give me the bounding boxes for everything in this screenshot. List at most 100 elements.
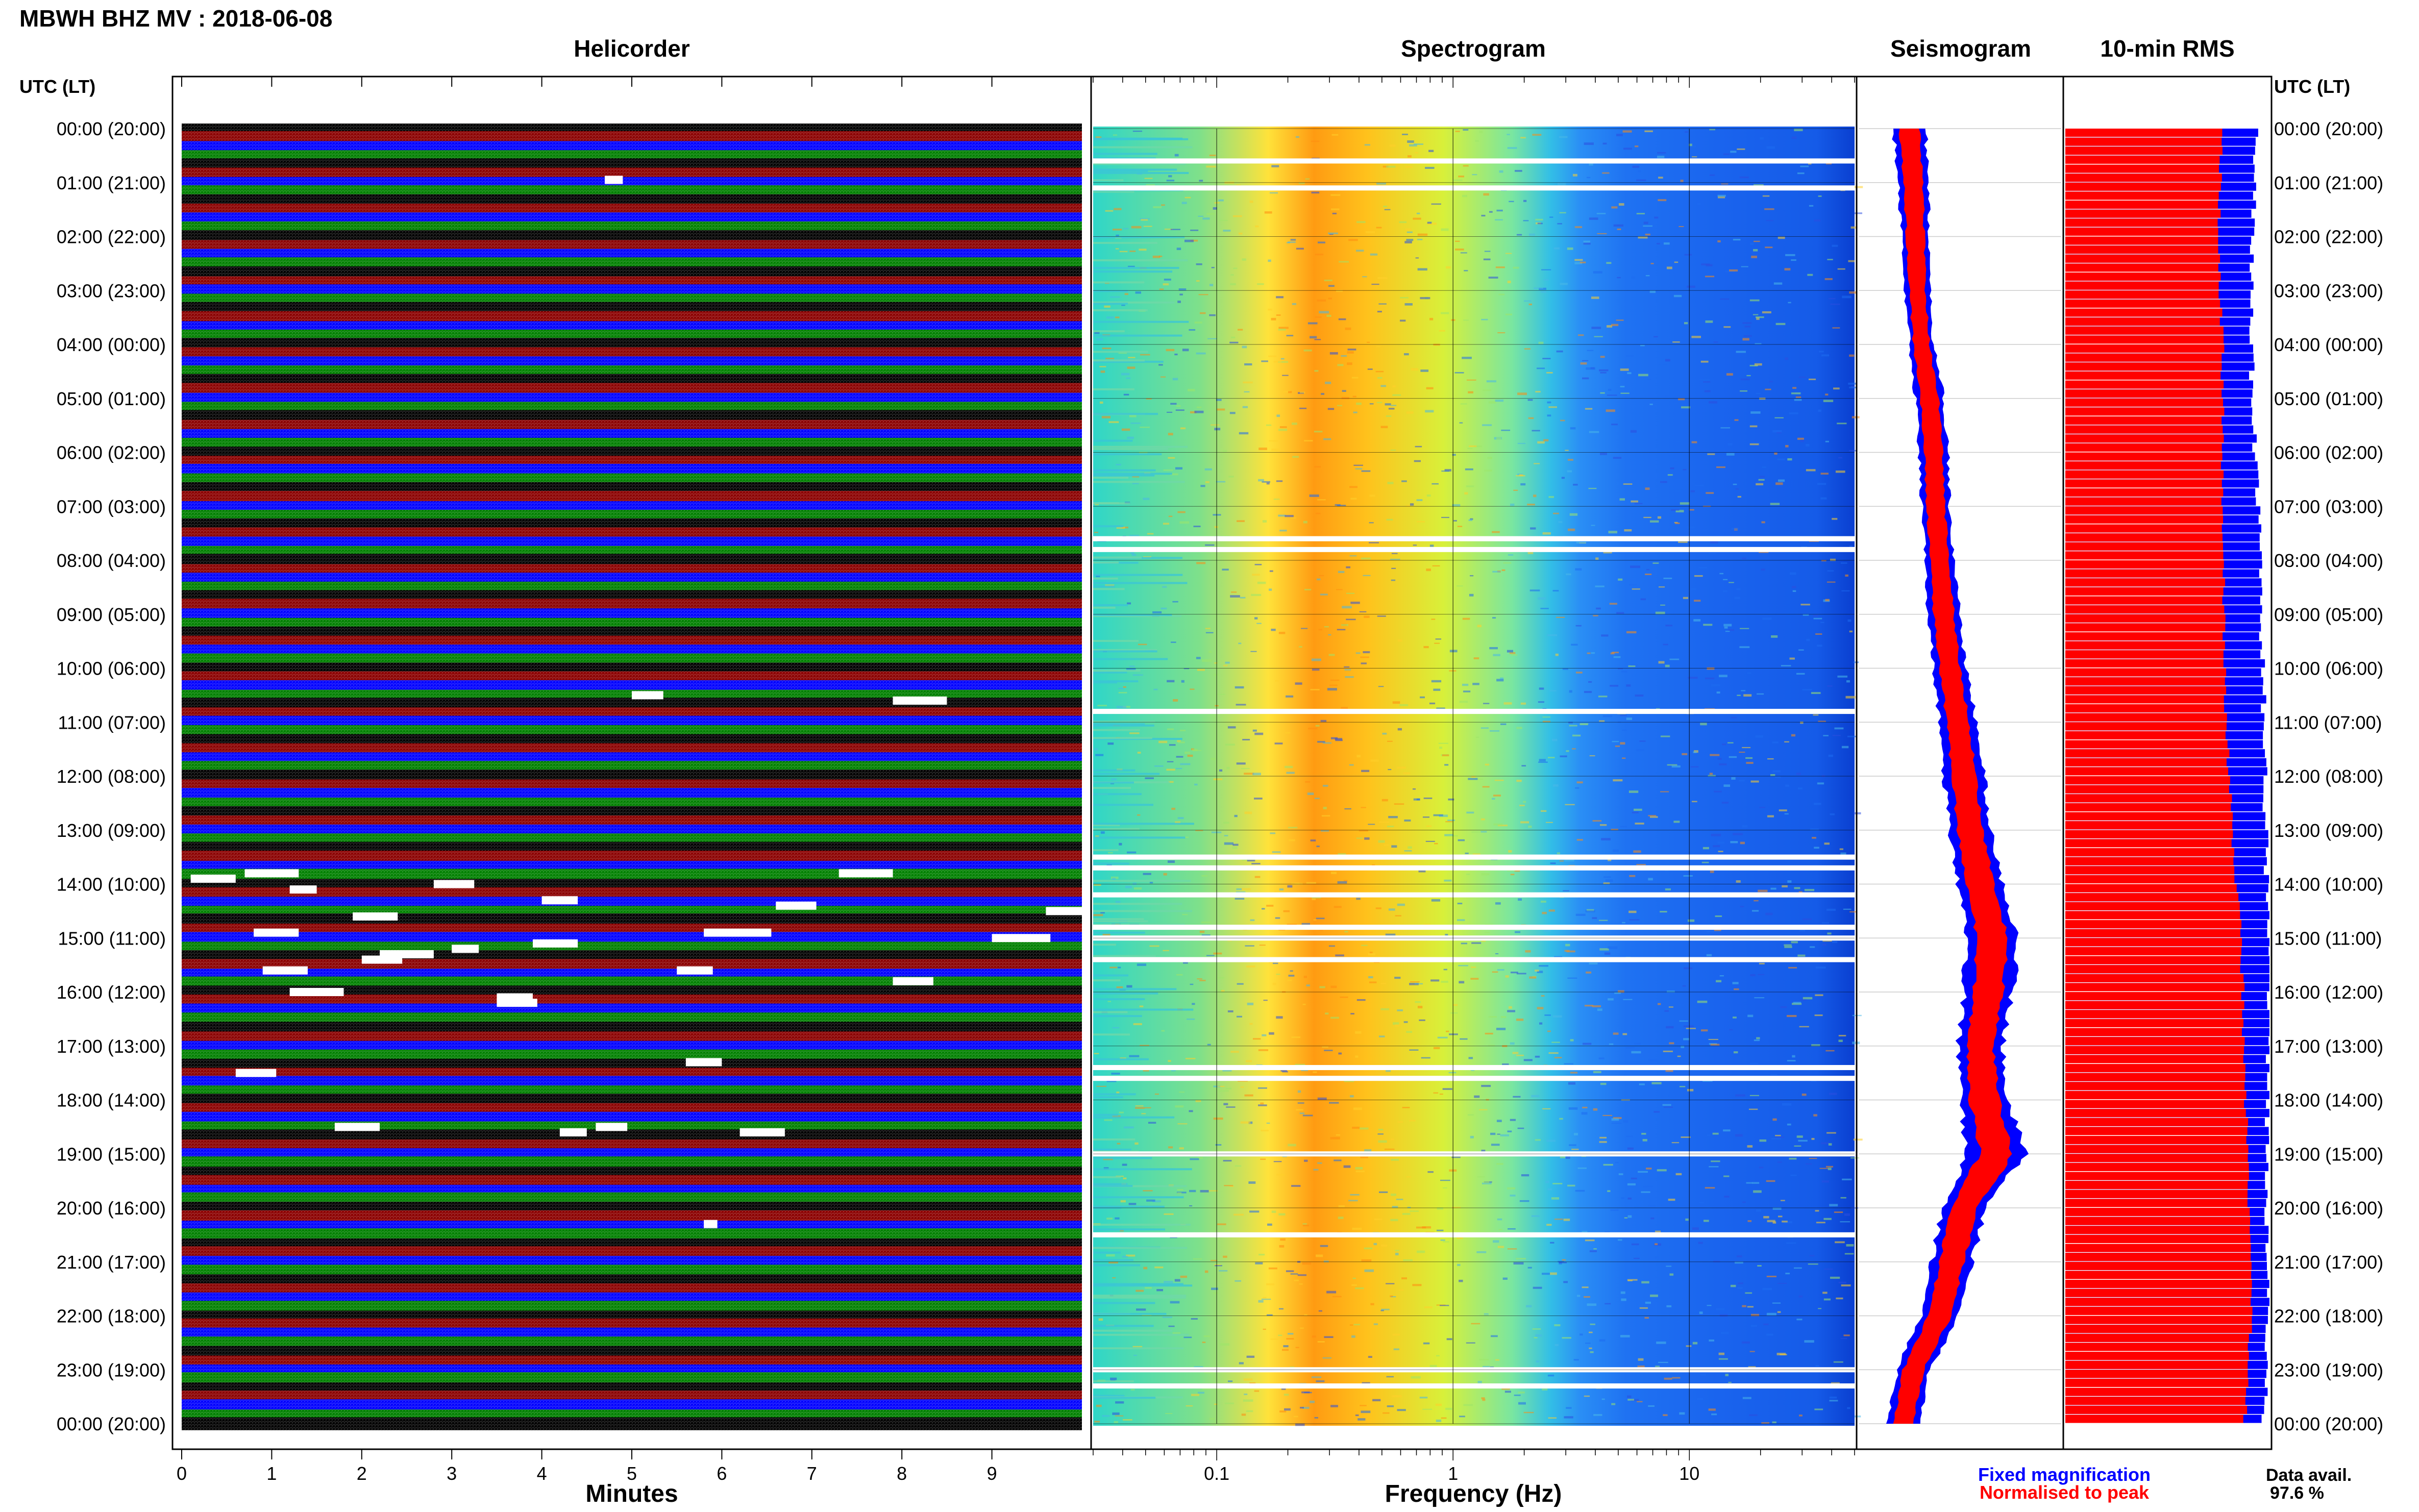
spectrogram-speckle bbox=[1461, 943, 1467, 945]
spectrogram-speckle bbox=[1547, 1374, 1554, 1377]
spectrogram-speckle bbox=[1547, 1030, 1551, 1032]
spectrogram-speckle bbox=[1700, 1374, 1706, 1376]
rms-bar-normalised bbox=[2065, 137, 2222, 146]
spectrogram-speckle bbox=[1442, 1088, 1452, 1090]
spectrogram-speckle bbox=[1818, 409, 1821, 412]
spectrogram-speckle bbox=[1100, 370, 1105, 373]
spectrogram-speckle bbox=[1483, 1366, 1490, 1368]
spectrogram-speckle bbox=[1336, 289, 1343, 292]
spectrogram-speckle bbox=[1197, 1392, 1204, 1394]
spectrogram-speckle bbox=[1466, 874, 1470, 875]
rms-bar-normalised bbox=[2065, 839, 2232, 848]
spectrogram-speckle bbox=[1735, 1134, 1743, 1137]
spectrogram-speckle bbox=[1199, 312, 1206, 314]
spectrogram-speckle bbox=[1355, 652, 1361, 654]
spectrogram-speckle bbox=[1319, 575, 1324, 577]
spectrogram-speckle bbox=[1497, 969, 1504, 971]
spectrogram-speckle bbox=[1448, 798, 1454, 801]
spectrogram-speckle bbox=[1532, 430, 1540, 432]
spectrogram-speckle bbox=[1418, 870, 1426, 873]
spectrogram-speckle bbox=[1825, 1050, 1835, 1052]
spectrogram-speckle bbox=[1204, 1372, 1214, 1374]
spectrogram-speckle bbox=[1613, 1117, 1622, 1119]
spectrogram-speckle bbox=[1317, 299, 1326, 302]
rms-bar-normalised bbox=[2065, 1064, 2245, 1073]
spectrogram-speckle bbox=[1509, 1006, 1512, 1009]
rms-bar-normalised bbox=[2065, 659, 2224, 667]
spectrogram-speckle bbox=[1427, 221, 1432, 224]
rms-bar-normalised bbox=[2065, 497, 2221, 506]
spectrogram-speckle bbox=[1406, 239, 1414, 241]
spectrogram-speckle bbox=[1772, 430, 1782, 433]
spectrogram-speckle bbox=[1250, 919, 1255, 921]
spectrogram-speckle bbox=[1681, 1046, 1685, 1049]
spectrogram-speckle bbox=[1488, 1045, 1495, 1047]
spectrogram-speckle bbox=[1130, 1389, 1135, 1391]
spectrogram-speckle bbox=[1749, 1414, 1758, 1416]
spectrogram-speckle bbox=[1414, 983, 1423, 985]
spectrogram-speckle bbox=[1813, 614, 1818, 617]
spectrogram-speckle bbox=[1599, 948, 1609, 951]
spectrogram-speckle bbox=[1789, 572, 1796, 575]
spectrogram-speckle bbox=[1450, 1012, 1458, 1014]
spectrogram-speckle bbox=[1706, 931, 1714, 933]
spectrogram-speckle bbox=[1584, 691, 1592, 693]
spectrogram-row bbox=[1093, 649, 1157, 651]
spectrogram-speckle bbox=[1322, 1046, 1328, 1048]
spectrogram-speckle bbox=[1415, 152, 1418, 154]
spectrogram-speckle bbox=[1355, 1414, 1359, 1417]
spectrogram-speckle bbox=[1469, 575, 1474, 577]
spectrogram-speckle bbox=[1589, 1331, 1593, 1333]
spectrogram-speckle bbox=[1829, 1093, 1837, 1095]
spectrogram-speckle bbox=[1290, 517, 1296, 519]
spectrogram-speckle bbox=[1539, 965, 1549, 967]
spectrogram-speckle bbox=[1686, 1345, 1692, 1347]
spectrogram-x-axis: 0.1 1 10 bbox=[1093, 77, 1855, 1484]
spectrogram-speckle bbox=[1444, 879, 1452, 882]
spectrogram-speckle bbox=[1559, 136, 1568, 138]
spectrogram-speckle bbox=[1337, 505, 1346, 506]
spectrogram-speckle bbox=[1575, 1189, 1585, 1192]
spectrogram-speckle bbox=[1268, 259, 1271, 262]
spectrogram-speckle bbox=[1441, 1417, 1447, 1419]
spectrogram-speckle bbox=[1512, 1052, 1519, 1054]
spectrogram-speckle bbox=[1735, 1094, 1745, 1097]
spectrogram-speckle bbox=[1471, 831, 1480, 833]
spectrogram-speckle bbox=[1742, 747, 1751, 749]
spectrogram-speckle bbox=[1705, 677, 1715, 680]
spectrogram-speckle bbox=[1237, 983, 1244, 985]
spectrogram-speckle bbox=[1431, 680, 1442, 683]
spectrogram-speckle bbox=[1698, 566, 1708, 569]
spectrogram-speckle bbox=[1285, 732, 1291, 734]
spectrogram-speckle bbox=[1580, 362, 1587, 365]
spectrogram-speckle bbox=[1118, 352, 1127, 354]
spectrogram-row bbox=[1093, 1011, 1128, 1013]
time-label-left: 17:00 (13:00) bbox=[57, 1036, 166, 1057]
spectrogram-speckle bbox=[1592, 917, 1597, 919]
spectrogram-speckle bbox=[1306, 882, 1317, 884]
spectrogram-speckle bbox=[1246, 1060, 1252, 1062]
spectrogram-speckle bbox=[1129, 534, 1139, 536]
helicorder-gap bbox=[541, 896, 578, 905]
spectrogram-speckle bbox=[1162, 1316, 1172, 1318]
spectrogram-speckle bbox=[1702, 847, 1709, 850]
spectrogram-speckle bbox=[1161, 1030, 1165, 1032]
spectrogram-speckle bbox=[1182, 914, 1188, 915]
spectrogram-speckle bbox=[1652, 399, 1660, 401]
spectrogram-speckle bbox=[1664, 1106, 1673, 1108]
spectrogram-speckle bbox=[1812, 836, 1816, 839]
rms-bar-normalised bbox=[2065, 1325, 2252, 1333]
spectrogram-row bbox=[1093, 1296, 1186, 1299]
spectrogram-speckle bbox=[1242, 258, 1246, 261]
spectrogram-speckle bbox=[1278, 361, 1289, 363]
spectrogram-speckle bbox=[1635, 694, 1644, 697]
spectrogram-speckle bbox=[1123, 1126, 1134, 1129]
spectrogram-speckle bbox=[1395, 915, 1401, 916]
spectrogram-speckle bbox=[1833, 1361, 1843, 1363]
spectrogram-speckle bbox=[1481, 1085, 1491, 1087]
spectrogram-speckle bbox=[1174, 1279, 1180, 1282]
spectrogram-speckle bbox=[1303, 1225, 1310, 1227]
spectrogram-speckle bbox=[1360, 656, 1369, 658]
spectrogram-speckle bbox=[1222, 568, 1229, 571]
spectrogram-speckle bbox=[1721, 183, 1729, 185]
